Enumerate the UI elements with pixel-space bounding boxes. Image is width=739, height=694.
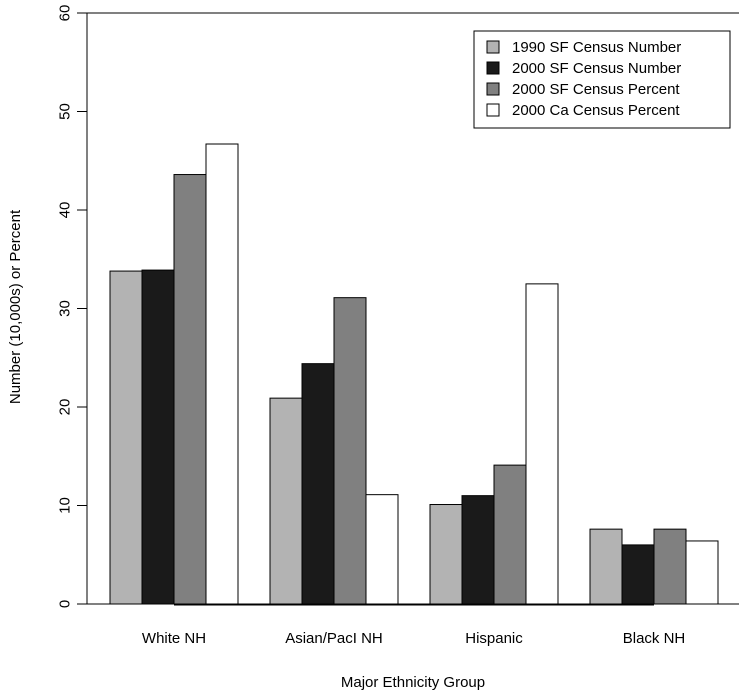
y-axis-title: Number (10,000s) or Percent — [7, 209, 24, 404]
y-tick-label: 10 — [57, 497, 74, 514]
bar — [333, 297, 367, 605]
y-tick-label: 20 — [57, 399, 74, 416]
bar — [173, 174, 207, 605]
axes: 0 10 20 30 40 50 60 White NH Asian/PacI NH Hispan… — [57, 5, 739, 647]
x-tick-label: Black NH — [623, 630, 686, 647]
bar — [493, 464, 527, 605]
y-tick-label: 60 — [57, 5, 74, 22]
x-axis-title: Major Ethnicity Group — [341, 674, 485, 691]
bar — [685, 540, 719, 605]
y-tick-label: 50 — [57, 103, 74, 120]
legend-box — [473, 30, 731, 129]
y-tick-label: 30 — [57, 300, 74, 317]
legend: 1990 SF Census Number 2000 SF Census Numb… — [473, 30, 731, 129]
y-tick-label: 40 — [57, 202, 74, 219]
bar — [365, 494, 399, 605]
bar — [461, 495, 495, 605]
bar — [589, 528, 623, 605]
legend-swatch — [486, 103, 500, 117]
bar — [141, 269, 175, 605]
legend-swatch — [486, 82, 500, 96]
bar — [525, 283, 559, 605]
bar — [109, 270, 143, 605]
bar — [205, 143, 239, 605]
legend-label: 2000 Ca Census Percent — [512, 102, 680, 119]
legend-label: 2000 SF Census Number — [512, 60, 681, 77]
y-tick-label: 0 — [57, 600, 74, 608]
x-tick-label: Hispanic — [465, 630, 523, 647]
x-tick-label: White NH — [142, 630, 206, 647]
legend-swatch — [486, 61, 500, 75]
bar — [301, 363, 335, 605]
legend-label: 2000 SF Census Percent — [512, 81, 680, 98]
bars — [109, 143, 719, 605]
legend-label: 1990 SF Census Number — [512, 39, 681, 56]
bar — [621, 544, 655, 605]
bar — [429, 504, 463, 605]
legend-swatch — [486, 40, 500, 54]
bar — [269, 397, 303, 605]
bar — [653, 528, 687, 605]
x-tick-label: Asian/PacI NH — [285, 630, 383, 647]
